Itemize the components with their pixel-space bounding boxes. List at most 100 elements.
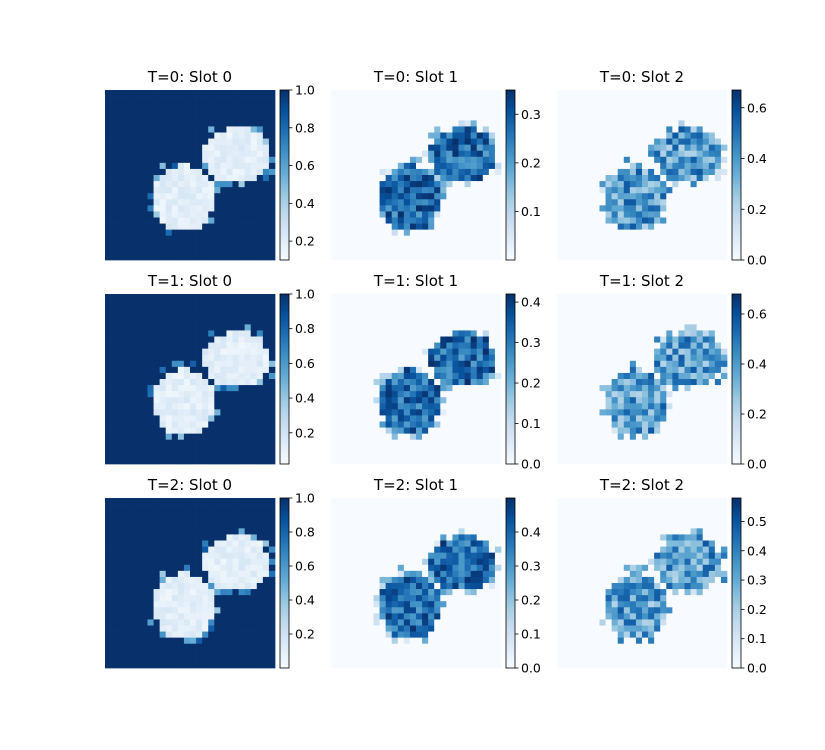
heatmap-cell bbox=[343, 90, 350, 97]
heatmap-cell bbox=[391, 247, 399, 255]
heatmap-cell bbox=[141, 451, 148, 459]
heatmap-cell bbox=[202, 114, 209, 121]
heatmap-cell bbox=[337, 354, 344, 362]
heatmap-cell bbox=[238, 181, 245, 188]
heatmap-cell bbox=[617, 217, 625, 224]
heatmap-cell bbox=[720, 379, 728, 386]
heatmap-cell bbox=[666, 168, 673, 176]
heatmap-cell bbox=[434, 96, 441, 103]
heatmap-cell bbox=[373, 439, 380, 447]
heatmap-cell bbox=[635, 457, 643, 465]
heatmap-cell bbox=[563, 211, 570, 218]
heatmap-cell bbox=[696, 241, 704, 249]
heatmap-cell bbox=[587, 348, 594, 356]
heatmap-cell bbox=[159, 205, 167, 212]
heatmap-cell bbox=[196, 90, 203, 97]
heatmap-cell bbox=[256, 391, 264, 398]
heatmap-cell bbox=[105, 330, 112, 337]
heatmap-cell bbox=[141, 439, 148, 447]
heatmap-cell bbox=[232, 504, 239, 511]
heatmap-cell bbox=[196, 241, 203, 249]
heatmap-cell bbox=[165, 217, 173, 224]
heatmap-cell bbox=[470, 312, 478, 319]
heatmap-cell bbox=[397, 211, 405, 218]
heatmap-cell bbox=[629, 90, 637, 97]
heatmap-cell bbox=[720, 306, 728, 313]
heatmap-cell bbox=[714, 235, 722, 243]
heatmap-cell bbox=[666, 354, 673, 362]
heatmap-cell bbox=[409, 403, 417, 410]
heatmap-cell bbox=[470, 132, 478, 139]
heatmap-cell bbox=[177, 168, 185, 176]
heatmap-cell bbox=[190, 534, 197, 541]
heatmap-cell bbox=[159, 312, 167, 319]
heatmap-cell bbox=[416, 168, 423, 176]
heatmap-cell bbox=[268, 522, 276, 529]
heatmap-cell bbox=[452, 294, 459, 301]
heatmap-cell bbox=[202, 223, 209, 230]
heatmap-cell bbox=[587, 409, 594, 416]
heatmap-cell bbox=[262, 217, 270, 224]
heatmap-cell bbox=[714, 211, 722, 218]
heatmap-cell bbox=[654, 342, 661, 349]
heatmap-cell bbox=[593, 348, 600, 356]
heatmap-cell bbox=[385, 223, 393, 230]
heatmap-cell bbox=[379, 187, 386, 194]
heatmap-cell bbox=[256, 534, 264, 541]
heatmap-cell bbox=[482, 403, 490, 410]
heatmap-cell bbox=[690, 457, 697, 465]
heatmap-cell bbox=[349, 300, 356, 307]
heatmap-cell bbox=[581, 181, 588, 188]
heatmap-cell bbox=[482, 348, 490, 356]
heatmap-cell bbox=[648, 217, 655, 224]
heatmap-cell bbox=[708, 175, 716, 182]
heatmap-cell bbox=[648, 253, 655, 261]
heatmap-cell bbox=[587, 421, 594, 428]
heatmap-cell bbox=[238, 510, 245, 517]
heatmap-cell bbox=[575, 385, 582, 392]
heatmap-cell bbox=[623, 457, 631, 465]
heatmap-cell bbox=[458, 300, 465, 307]
heatmap-cell bbox=[629, 421, 637, 428]
heatmap-cell bbox=[648, 427, 655, 434]
heatmap-cell bbox=[141, 336, 148, 343]
heatmap-cell bbox=[629, 354, 637, 362]
heatmap-cell bbox=[587, 385, 594, 392]
heatmap-cell bbox=[575, 199, 582, 206]
heatmap-cell bbox=[111, 132, 118, 139]
heatmap-cell bbox=[349, 126, 356, 133]
heatmap-cell bbox=[494, 114, 502, 121]
heatmap-cell bbox=[666, 187, 673, 194]
heatmap-cell bbox=[464, 318, 471, 325]
heatmap-cell bbox=[403, 342, 411, 349]
heatmap-cell bbox=[611, 114, 619, 121]
heatmap-cell bbox=[494, 199, 502, 206]
heatmap-cell bbox=[702, 397, 710, 404]
heatmap-cell bbox=[196, 433, 203, 441]
heatmap-cell bbox=[177, 114, 185, 121]
heatmap-cell bbox=[262, 294, 270, 301]
heatmap-cell bbox=[208, 403, 215, 410]
heatmap-cell bbox=[183, 534, 191, 541]
heatmap-cell bbox=[488, 175, 496, 182]
heatmap-cell bbox=[464, 156, 471, 164]
heatmap-cell bbox=[171, 433, 179, 441]
heatmap-cell bbox=[117, 138, 124, 145]
heatmap-cell bbox=[605, 385, 612, 392]
heatmap-cell bbox=[202, 175, 209, 182]
heatmap-cell bbox=[642, 96, 649, 103]
heatmap-cell bbox=[153, 445, 160, 453]
heatmap-cell bbox=[446, 108, 453, 115]
heatmap-cell bbox=[373, 451, 380, 459]
heatmap-cell bbox=[220, 175, 227, 182]
heatmap-cell bbox=[135, 415, 142, 422]
heatmap-cell bbox=[397, 217, 405, 224]
heatmap-cell bbox=[690, 90, 697, 97]
heatmap-cell bbox=[343, 162, 350, 170]
heatmap-cell bbox=[391, 385, 399, 392]
heatmap-cell bbox=[183, 126, 191, 133]
heatmap-cell bbox=[232, 391, 239, 398]
heatmap-cell bbox=[268, 510, 276, 517]
heatmap-cell bbox=[416, 415, 423, 422]
heatmap-cell bbox=[587, 391, 594, 398]
